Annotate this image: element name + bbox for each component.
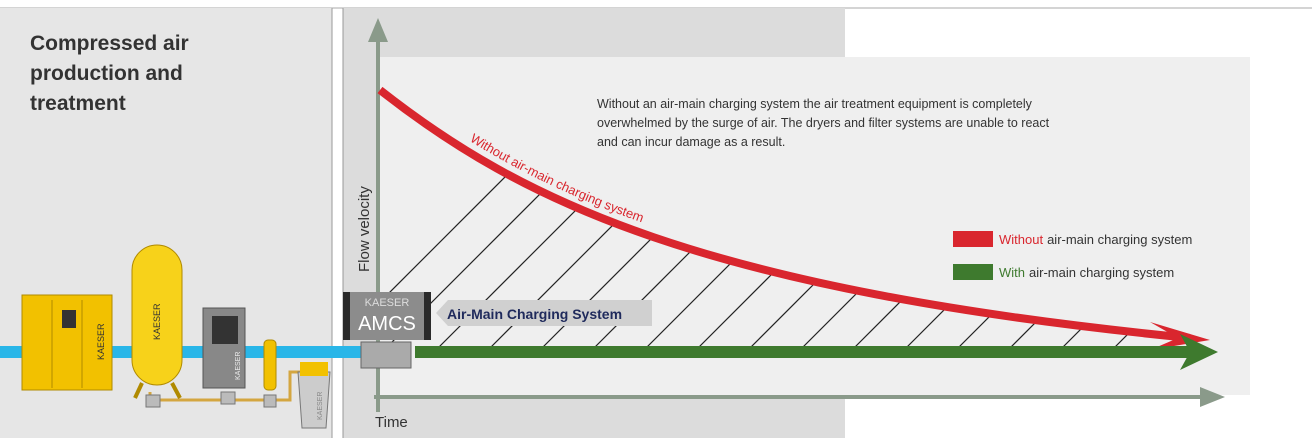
legend-swatch <box>953 231 993 247</box>
equipment-label: KAESER <box>235 352 242 380</box>
page: {"panel": {"title_lines": ["Compressed a… <box>0 0 1312 438</box>
device-name: AMCS <box>358 313 416 335</box>
separator-lid <box>300 362 328 376</box>
control-panel <box>62 310 76 328</box>
equipment-label: KAESER <box>152 303 162 340</box>
equipment-label: KAESER <box>317 392 324 420</box>
legend-highlight: Without <box>999 232 1043 247</box>
panel-title: production and <box>30 62 183 85</box>
callout: Air-Main Charging System <box>447 306 622 322</box>
diagram: Compressed air production and treatment … <box>0 0 1312 438</box>
equipment-label: KAESER <box>96 323 106 360</box>
legend-entry: Without air-main charging system <box>999 232 1192 247</box>
legend-text: air-main charging system <box>1047 232 1192 247</box>
with-line <box>415 346 1195 358</box>
panel-title: Compressed air <box>30 32 189 55</box>
legend-text: air-main charging system <box>1029 265 1174 280</box>
dryer-panel <box>212 316 238 344</box>
description: overwhelmed by the surge of air. The dry… <box>597 116 1050 130</box>
legend-swatch <box>953 264 993 280</box>
description: Without an air-main charging system the … <box>597 97 1033 111</box>
drain <box>221 392 235 404</box>
device-brand: KAESER <box>365 297 410 309</box>
description: and can incur damage as a result. <box>597 135 785 149</box>
x-axis-label: Time <box>375 414 408 431</box>
y-axis-label: Flow velocity <box>356 186 373 272</box>
legend-highlight: With <box>999 265 1025 280</box>
panel-title: treatment <box>30 92 126 115</box>
separator <box>298 372 330 428</box>
filter <box>264 340 276 390</box>
drain <box>146 395 160 407</box>
drain <box>264 395 276 407</box>
amcs-valve <box>361 342 411 368</box>
